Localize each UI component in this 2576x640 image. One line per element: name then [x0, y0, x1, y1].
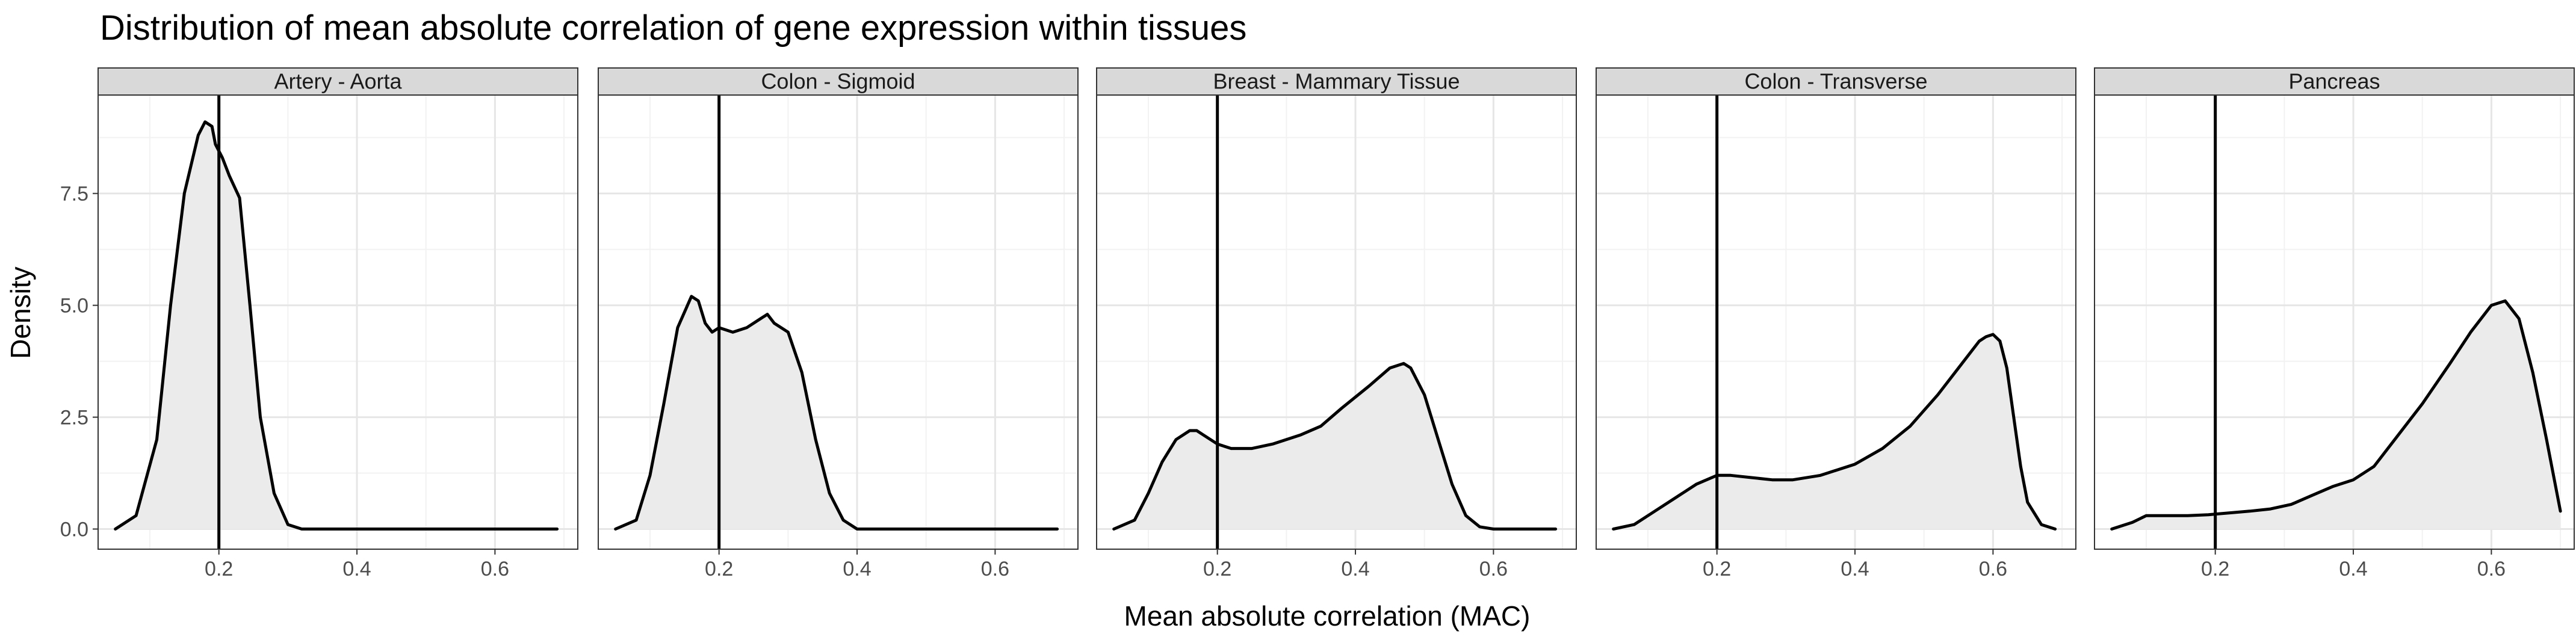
x-tick-label: 0.2: [205, 558, 233, 580]
x-tick-label: 0.4: [2339, 558, 2367, 580]
density-area: [615, 296, 1057, 529]
chart-title: Distribution of mean absolute correlatio…: [100, 8, 1246, 48]
facet-breast-mammary-tissue: Breast - Mammary Tissue 0.2 0.4 0.6: [1096, 67, 1577, 580]
facet-colon-sigmoid: Colon - Sigmoid 0.2 0.4 0.6: [598, 67, 1079, 580]
y-axis-title: Density: [5, 266, 36, 358]
density-line: [114, 120, 559, 531]
x-tick-label: 0.4: [342, 558, 371, 580]
y-tick-label: 2.5: [60, 407, 88, 429]
density-line: [2110, 299, 2562, 531]
density-area: [1613, 334, 2055, 529]
x-tick-label: 0.6: [981, 558, 1009, 580]
x-tick-label: 0.2: [1203, 558, 1231, 580]
x-tick-label: 0.6: [1979, 558, 2007, 580]
facet-label: Artery - Aorta: [274, 69, 402, 94]
facet-label: Colon - Transverse: [1744, 69, 1927, 94]
panel-border: [1096, 94, 1577, 550]
density-area: [115, 122, 557, 529]
panel-border: [598, 94, 1079, 550]
density-area: [1113, 363, 1556, 529]
x-tick-label: 0.6: [2477, 558, 2506, 580]
density-line: [614, 295, 1059, 531]
panel-border: [2094, 94, 2575, 550]
x-tick-label: 0.2: [2201, 558, 2229, 580]
facet-colon-transverse: Colon - Transverse 0.2 0.4 0.6: [1596, 67, 2076, 580]
x-tick-label: 0.6: [481, 558, 509, 580]
facet-artery-aorta: Artery - Aorta 0.2 0.4 0.6: [98, 67, 578, 580]
y-tick-label: 7.5: [60, 183, 88, 206]
panel-border: [98, 94, 578, 550]
facet-pancreas: Pancreas 0.2 0.4 0.6: [2094, 67, 2575, 580]
x-axis-title: Mean absolute correlation (MAC): [1124, 600, 1531, 632]
x-tick-label: 0.4: [843, 558, 871, 580]
x-tick-label: 0.4: [1341, 558, 1369, 580]
x-tick-label: 0.4: [1841, 558, 1869, 580]
facet-panels: Artery - Aorta 0.2 0.4 0.6 Colon - Sigmoid 0.…: [98, 67, 2575, 580]
facet-strip: [2094, 67, 2575, 96]
x-tick-label: 0.6: [1479, 558, 1508, 580]
density-area: [2111, 301, 2561, 529]
density-line: [1112, 362, 1558, 531]
facet-strip: [98, 67, 578, 96]
facet-label: Colon - Sigmoid: [761, 69, 915, 94]
y-axis: 0.0 2.5 5.0 7.5: [60, 183, 98, 541]
y-tick-label: 5.0: [60, 295, 88, 318]
x-tick-label: 0.2: [705, 558, 733, 580]
panel-border: [1596, 94, 2076, 550]
facet-label: Pancreas: [2288, 69, 2380, 94]
x-tick-label: 0.2: [1703, 558, 1731, 580]
y-tick-label: 0.0: [60, 518, 88, 541]
facet-strip: [1096, 67, 1577, 96]
facet-strip: [1596, 67, 2076, 96]
density-line: [1612, 333, 2057, 531]
facet-label: Breast - Mammary Tissue: [1213, 69, 1460, 94]
